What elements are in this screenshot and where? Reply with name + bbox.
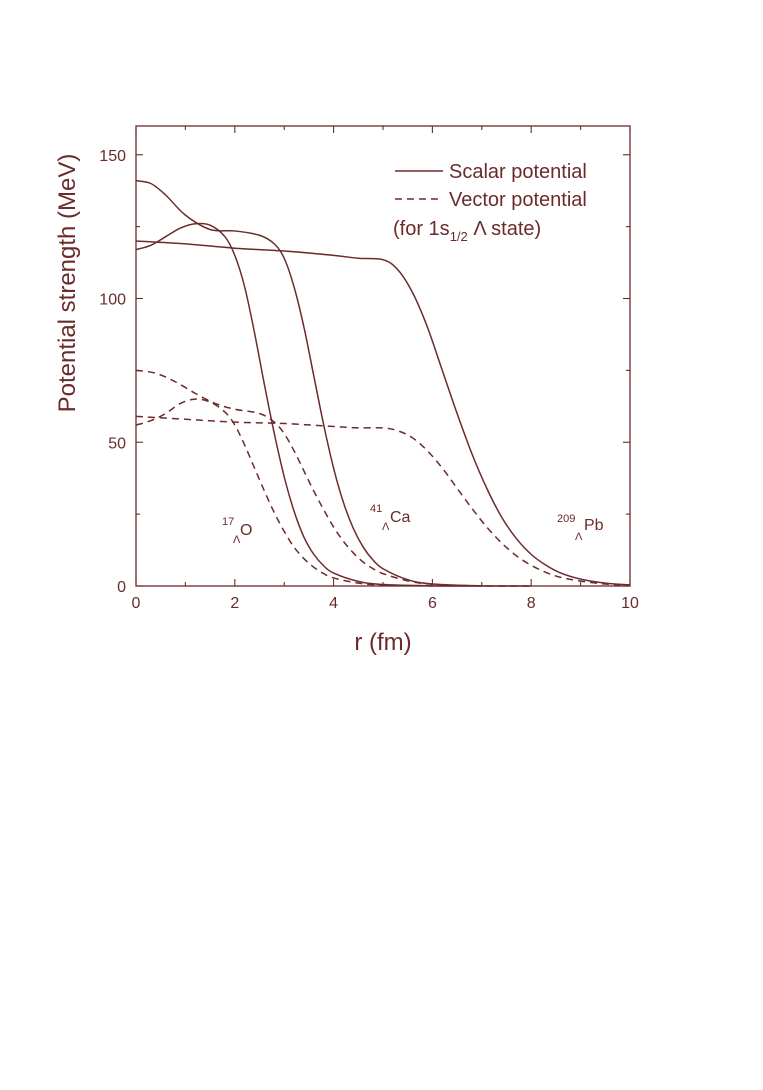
annotation-pb209-hyp: Λ [575, 531, 583, 543]
annotation-ca41-mass: 41 [370, 503, 382, 515]
x-tick-label: 4 [329, 595, 338, 612]
legend-note-sub: 1/2 [450, 229, 468, 244]
annotation-o17: 17 Λ O [222, 516, 252, 546]
annotation-o17-mass: 17 [222, 516, 234, 528]
vector-curve-5 [135, 415, 631, 587]
annotation-o17-elem: O [240, 522, 252, 539]
annotation-pb209: 209 Λ Pb [557, 513, 604, 543]
x-tick-label: 8 [527, 595, 536, 612]
x-tick-label: 2 [230, 595, 239, 612]
curves-layer [135, 179, 631, 587]
y-tick-label: 100 [99, 292, 126, 309]
legend-note-suffix: Λ state) [468, 218, 541, 240]
scalar-curve-2 [135, 240, 631, 586]
x-tick-label: 0 [132, 595, 141, 612]
annotation-pb209-elem: Pb [584, 517, 604, 534]
annotation-ca41-hyp: Λ [382, 521, 390, 533]
legend-note: (for 1s1/2 Λ state) [393, 218, 541, 244]
scalar-curve-1 [135, 179, 532, 587]
y-tick-label: 150 [99, 148, 126, 165]
legend-scalar-label: Scalar potential [449, 161, 587, 183]
annotation-o17-hyp: Λ [233, 534, 241, 546]
annotation-ca41-elem: Ca [390, 509, 411, 526]
y-tick-label: 50 [108, 435, 126, 452]
annotation-pb209-mass: 209 [557, 513, 575, 525]
annotation-ca41: 41 Λ Ca [370, 503, 411, 533]
vector-curve-3 [135, 398, 433, 587]
legend: Scalar potential Vector potential (for 1… [393, 161, 587, 244]
y-tick-label: 0 [117, 579, 126, 596]
legend-note-prefix: (for 1s [393, 218, 450, 240]
x-tick-label: 6 [428, 595, 437, 612]
y-axis-title: Potential strength (MeV) [54, 154, 81, 413]
x-tick-label: 10 [621, 595, 639, 612]
vector-curve-4 [135, 369, 532, 587]
scalar-curve-0 [135, 222, 482, 587]
legend-vector-label: Vector potential [449, 189, 587, 211]
x-axis-title: r (fm) [354, 629, 411, 656]
